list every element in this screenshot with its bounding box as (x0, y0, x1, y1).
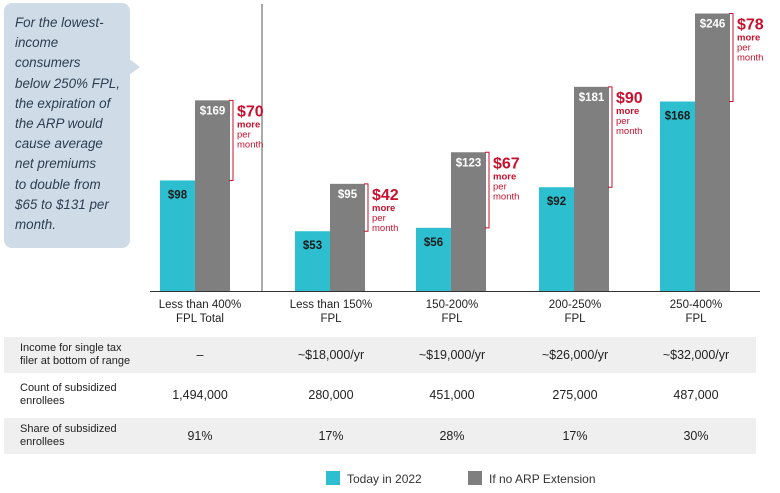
difference-per-3: per (616, 116, 630, 127)
bar-today-3 (539, 187, 574, 291)
difference-amount-0: $70 (237, 103, 264, 120)
difference-more-2: more (493, 171, 516, 182)
cell-count-1: 280,000 (308, 388, 354, 402)
table-row-income: Income for single tax filer at bottom of… (4, 337, 756, 373)
cell-income-0: – (196, 348, 204, 362)
bar-label-today-3: $92 (547, 196, 566, 208)
cell-income-4: ~$32,000/yr (662, 348, 730, 362)
bar-no-arp-2 (451, 152, 486, 291)
table-row-share: Share of subsidized enrollees 91% 17% 28… (4, 418, 756, 454)
category-label-2: 150-200% FPL (425, 299, 479, 325)
bar-label-today-4: $168 (665, 110, 691, 122)
cell-income-3: ~$26,000/yr (541, 348, 609, 362)
cell-share-3: 17% (562, 429, 588, 443)
legend-label-no-arp: If no ARP Extension (489, 472, 596, 486)
difference-more-4: more (737, 33, 760, 44)
bar-no-arp-4 (695, 13, 730, 292)
difference-amount-1: $42 (372, 187, 399, 204)
difference-amount-4: $78 (737, 17, 764, 34)
bar-today-4 (660, 101, 695, 291)
category-label-1: Less than 150% FPL (289, 299, 373, 325)
difference-per-1: per (372, 213, 386, 224)
legend-label-today: Today in 2022 (347, 472, 422, 486)
table-row-count: Count of subsidized enrollees 1,494,000 … (4, 377, 756, 413)
cell-count-0: 1,494,000 (172, 388, 228, 402)
bar-no-arp-0 (195, 100, 230, 291)
difference-month-3: month (616, 126, 642, 137)
difference-month-0: month (237, 139, 263, 150)
difference-per-2: per (493, 181, 507, 192)
difference-amount-2: $67 (493, 155, 520, 172)
bar-label-today-2: $56 (424, 237, 443, 249)
callout-box: For the lowest- income consumers below 2… (4, 3, 130, 248)
difference-bracket-2 (485, 151, 490, 229)
bar-label-no-arp-1: $95 (338, 189, 358, 201)
callout-text: For the lowest- income consumers below 2… (15, 15, 120, 233)
difference-bracket-3 (608, 86, 613, 188)
cell-count-3: 275,000 (552, 388, 598, 402)
difference-month-2: month (493, 191, 519, 202)
bar-today-1 (295, 231, 330, 291)
cell-count-4: 487,000 (673, 388, 719, 402)
bar-no-arp-3 (574, 86, 609, 291)
difference-amount-3: $90 (616, 90, 643, 107)
callout-pointer (128, 58, 140, 76)
bar-today-2 (416, 227, 451, 291)
category-label-3: 200-250% FPL (548, 299, 602, 325)
bar-label-no-arp-0: $169 (200, 105, 226, 117)
row-label-count: Count of subsidized enrollees (20, 382, 117, 407)
bar-today-0 (160, 180, 195, 291)
cell-income-1: ~$18,000/yr (297, 348, 365, 362)
row-label-income: Income for single tax filer at bottom of… (20, 342, 131, 367)
bar-no-arp-1 (330, 183, 365, 291)
difference-bracket-4 (729, 13, 734, 102)
difference-more-0: more (237, 119, 260, 130)
bar-label-no-arp-4: $246 (700, 19, 726, 31)
row-label-share: Share of subsidized enrollees (20, 423, 117, 448)
difference-month-4: month (737, 53, 763, 64)
bar-label-no-arp-2: $123 (456, 157, 482, 169)
legend-swatch-no-arp (468, 471, 482, 485)
bar-label-today-0: $98 (168, 189, 188, 201)
category-label-4: 250-400% FPL (669, 299, 723, 325)
bar-label-no-arp-3: $181 (579, 92, 605, 104)
difference-per-4: per (737, 43, 751, 54)
bar-label-today-1: $53 (303, 240, 322, 252)
cell-income-2: ~$19,000/yr (418, 348, 486, 362)
difference-per-0: per (237, 129, 251, 140)
cell-share-4: 30% (683, 429, 709, 443)
difference-more-1: more (372, 203, 395, 214)
cell-count-2: 451,000 (429, 388, 475, 402)
legend-swatch-today (326, 471, 340, 485)
cell-share-1: 17% (318, 429, 344, 443)
difference-bracket-0 (229, 99, 234, 181)
difference-bracket-1 (364, 183, 369, 232)
difference-month-1: month (372, 223, 398, 234)
category-label-0: Less than 400% FPL Total (158, 299, 242, 325)
difference-more-3: more (616, 106, 639, 117)
cell-share-0: 91% (187, 429, 213, 443)
cell-share-2: 28% (439, 429, 465, 443)
